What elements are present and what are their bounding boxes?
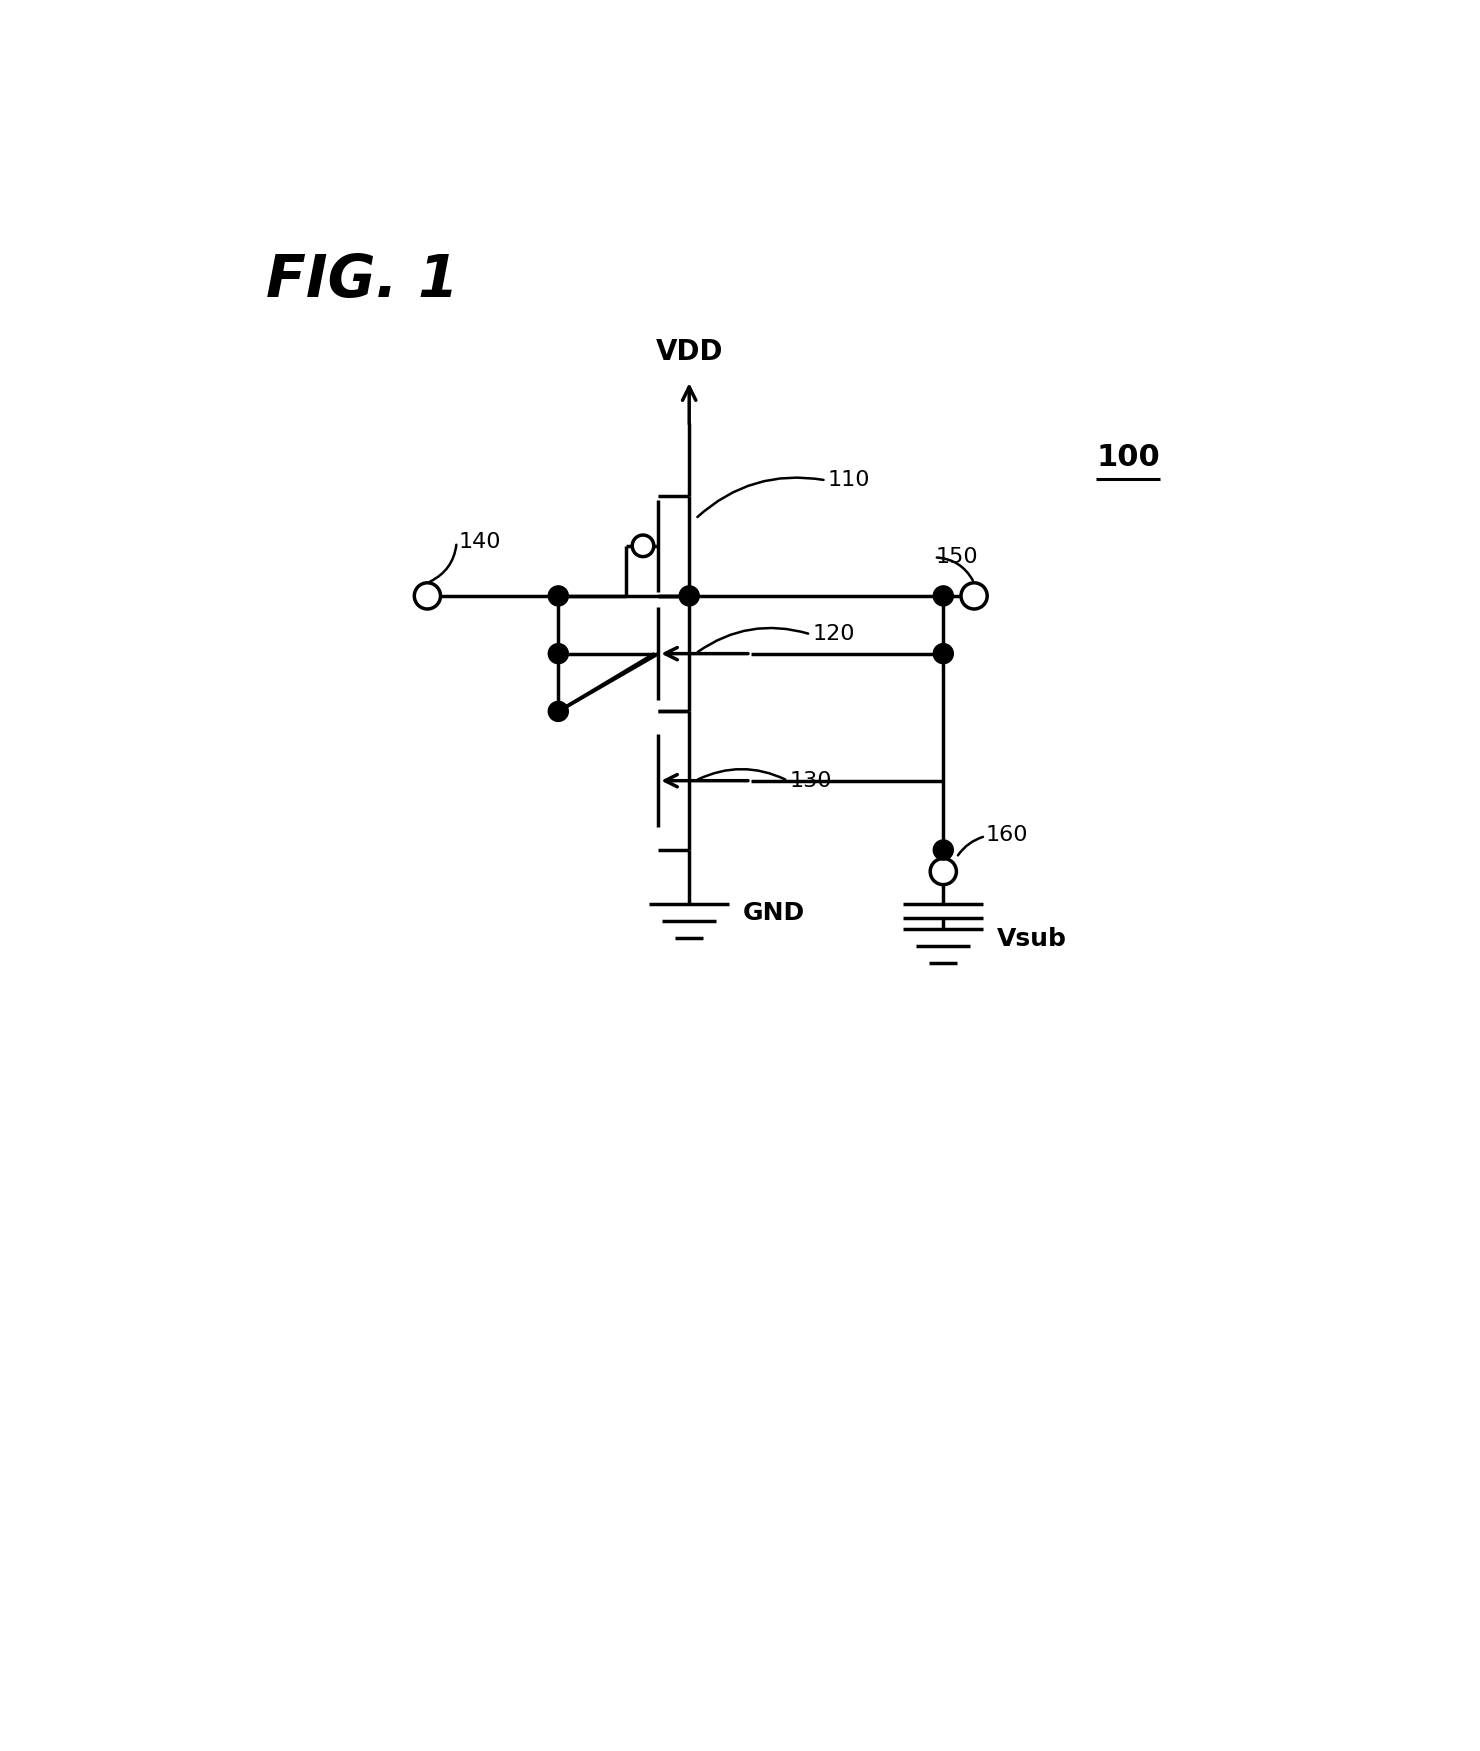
Text: 100: 100 (1097, 443, 1160, 471)
Text: 150: 150 (935, 548, 978, 567)
Circle shape (934, 840, 953, 860)
Text: 140: 140 (459, 532, 500, 552)
Text: 120: 120 (813, 625, 855, 644)
Text: FIG. 1: FIG. 1 (266, 252, 459, 308)
Circle shape (548, 644, 568, 664)
Circle shape (548, 702, 568, 721)
Text: Vsub: Vsub (998, 926, 1067, 951)
Text: VDD: VDD (656, 338, 722, 366)
Circle shape (934, 644, 953, 664)
Text: 160: 160 (986, 825, 1029, 844)
Text: 110: 110 (827, 471, 870, 490)
Circle shape (934, 587, 953, 606)
Circle shape (679, 587, 699, 606)
Text: GND: GND (743, 902, 805, 925)
Circle shape (548, 587, 568, 606)
Text: 130: 130 (789, 770, 832, 791)
